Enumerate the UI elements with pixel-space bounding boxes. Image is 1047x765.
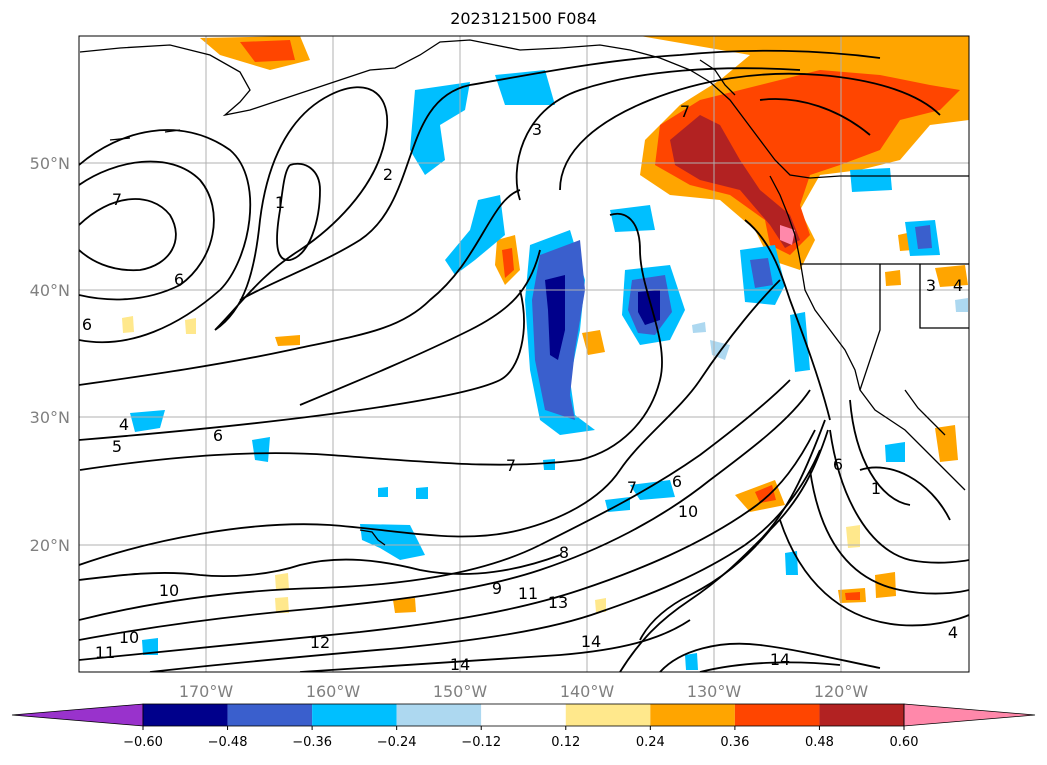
map-frame <box>78 35 970 673</box>
contour-label: 14 <box>450 655 470 674</box>
colorbar-tick-label: −0.12 <box>461 735 501 750</box>
contour-label: 7 <box>112 190 122 209</box>
colorbar-tick-label: −0.48 <box>208 735 248 750</box>
lat-label: 30°N <box>30 408 70 427</box>
contour-label: 6 <box>213 426 223 445</box>
longitude-labels: 170°W 160°W 150°W 140°W 130°W 120°W <box>179 682 869 701</box>
colorbar-segment <box>143 704 228 726</box>
contour-label: 12 <box>310 633 330 652</box>
coastlines <box>79 39 969 546</box>
colorbar-segment <box>565 704 651 726</box>
colorbar-segments <box>11 703 1036 727</box>
colorbar-tick-label: 0.48 <box>805 735 834 750</box>
lon-label: 170°W <box>179 682 234 701</box>
contour-label: 5 <box>112 437 122 456</box>
lon-label: 150°W <box>433 682 488 701</box>
contour-label: 14 <box>770 650 790 669</box>
contour-label: 1 <box>871 479 881 498</box>
contour-label: 3 <box>926 276 936 295</box>
colorbar: −0.60 −0.48 −0.36 −0.24 −0.12 0.12 0.24 0.36 0.4… <box>11 703 1036 750</box>
contour-label: 4 <box>119 415 129 434</box>
contour-label: 9 <box>492 579 502 598</box>
contour-label: 6 <box>174 270 184 289</box>
lat-label: 40°N <box>30 281 70 300</box>
lat-label: 50°N <box>30 154 70 173</box>
contour-label: 6 <box>833 455 843 474</box>
colorbar-extend-max <box>903 703 1036 727</box>
colorbar-segment <box>396 704 482 726</box>
colorbar-tick-label: −0.36 <box>292 735 332 750</box>
colorbar-tick-label: 0.60 <box>890 735 919 750</box>
contour-label: 8 <box>559 543 569 562</box>
latitude-labels: 50°N 40°N 30°N 20°N <box>30 154 70 555</box>
contour-label: 13 <box>548 593 568 612</box>
colorbar-frame <box>142 703 905 727</box>
contour-label: 1 <box>275 193 285 212</box>
gridlines <box>79 36 969 672</box>
contour-label: 6 <box>82 315 92 334</box>
lon-label: 120°W <box>814 682 869 701</box>
colorbar-tick-label: −0.24 <box>377 735 417 750</box>
colorbar-segment <box>312 704 397 726</box>
colorbar-ticks: −0.60 −0.48 −0.36 −0.24 −0.12 0.12 0.24 0.36 0.4… <box>123 726 918 750</box>
colorbar-segment <box>819 704 904 726</box>
contour-label: 10 <box>678 502 698 521</box>
colorbar-tick-label: 0.36 <box>720 735 749 750</box>
contour-label: 6 <box>672 472 682 491</box>
map-title: 2023121500 F084 <box>450 9 597 28</box>
contour-label: 7 <box>680 102 690 121</box>
contour-label: 10 <box>159 581 179 600</box>
lon-label: 160°W <box>306 682 361 701</box>
contour-label: 7 <box>506 456 516 475</box>
contour-label: 3 <box>532 120 542 139</box>
contour-label: 7 <box>627 478 637 497</box>
colorbar-tick-label: −0.60 <box>123 735 163 750</box>
colorbar-segment <box>650 704 735 726</box>
contour-label: 14 <box>581 632 601 651</box>
colorbar-tick-label: 0.24 <box>636 735 665 750</box>
contour-lines <box>79 49 969 672</box>
contour-label: 10 <box>119 628 139 647</box>
colorbar-segment <box>481 704 566 726</box>
contour-label: 2 <box>383 165 393 184</box>
contour-label: 11 <box>518 584 538 603</box>
colorbar-segment <box>227 704 313 726</box>
colorbar-segment <box>734 704 820 726</box>
contour-label: 4 <box>953 276 963 295</box>
colorbar-extend-min <box>11 703 144 727</box>
lon-label: 140°W <box>560 682 615 701</box>
lat-label: 20°N <box>30 536 70 555</box>
contour-label: 11 <box>95 643 115 662</box>
contour-label: 4 <box>948 623 958 642</box>
lon-label: 130°W <box>687 682 742 701</box>
colorbar-tick-label: 0.12 <box>551 735 580 750</box>
